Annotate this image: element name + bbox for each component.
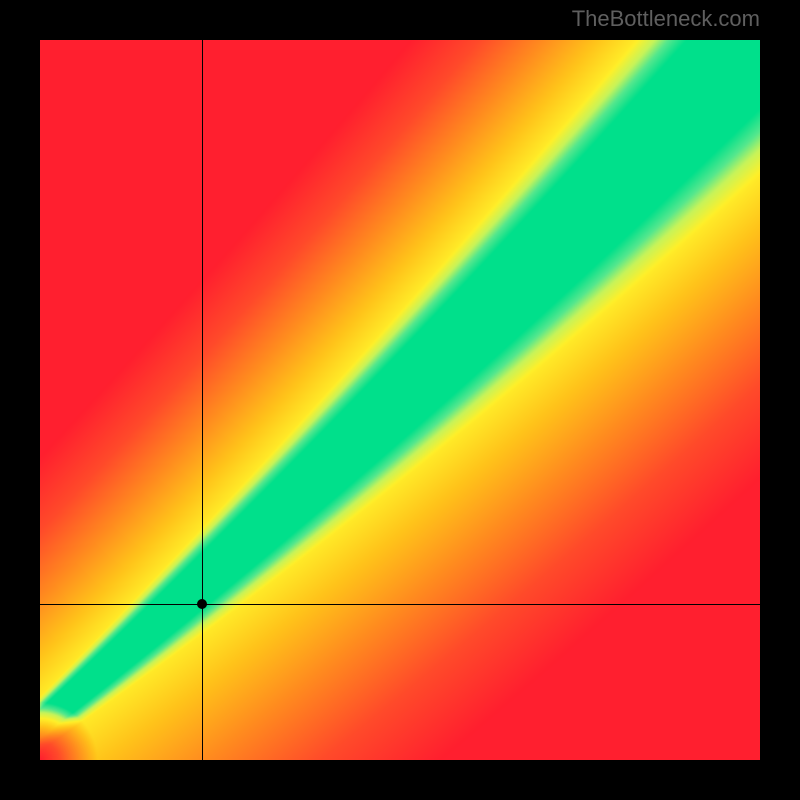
chart-container: TheBottleneck.com xyxy=(0,0,800,800)
heatmap-canvas xyxy=(40,40,760,760)
data-point-marker xyxy=(197,599,207,609)
watermark-text: TheBottleneck.com xyxy=(572,6,760,32)
plot-area xyxy=(40,40,760,760)
